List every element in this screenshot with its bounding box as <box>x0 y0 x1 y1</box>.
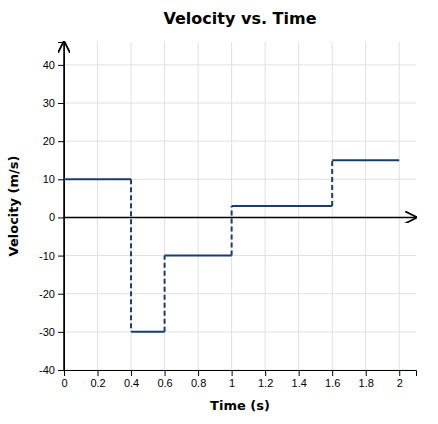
tick-mark <box>58 179 64 180</box>
axis-line <box>65 371 417 377</box>
tick-mark <box>265 370 266 376</box>
y-axis: -40 -30 -20 -10 0 10 20 30 40 <box>39 43 64 377</box>
tick-label: 1.2 <box>258 377 273 389</box>
tick-mark <box>366 370 367 376</box>
tick-label: 1.4 <box>292 377 307 389</box>
tick: 1 <box>229 370 235 389</box>
segment <box>131 331 165 333</box>
tick-mark <box>58 256 64 257</box>
tick: -30 <box>39 326 64 338</box>
tick: 0.4 <box>124 370 139 389</box>
x-axis: 0 0.2 0.4 0.6 0.8 1 1.2 1.4 1.6 1.8 2 <box>61 370 416 389</box>
x-axis-title: Time (s) <box>210 398 270 413</box>
tick-label: 0 <box>49 211 55 223</box>
tick-mark <box>165 370 166 376</box>
tick-mark <box>58 217 64 218</box>
grid-line-x <box>231 42 232 370</box>
tick: 10 <box>43 173 64 185</box>
grid-line-x <box>332 42 333 370</box>
title: Velocity vs. Time <box>164 9 317 28</box>
tick-label: 1.6 <box>325 377 340 389</box>
tick-label: 1.8 <box>359 377 374 389</box>
dashed-segment <box>130 179 132 332</box>
tick: -10 <box>39 250 64 262</box>
grid-line-y <box>64 293 416 294</box>
tick-mark <box>58 294 64 295</box>
tick-label: 1 <box>229 377 235 389</box>
tick: 0.8 <box>191 370 206 389</box>
tick-label: 40 <box>43 59 55 71</box>
tick-label: 30 <box>43 97 55 109</box>
tick: 1.8 <box>359 370 374 389</box>
dashed-segment <box>231 206 233 256</box>
chart: 0 0.2 0.4 0.6 0.8 1 1.2 1.4 1.6 1.8 2 -40 -30 -20 -10 0… <box>0 0 438 424</box>
y-axis-arrow <box>63 42 65 370</box>
tick-label: 0.2 <box>90 377 105 389</box>
tick-mark <box>58 103 64 104</box>
grid-line-y <box>64 103 416 104</box>
segment <box>232 205 333 207</box>
tick-mark <box>58 141 64 142</box>
tick-label: -40 <box>39 364 55 376</box>
tick-label: 0.4 <box>124 377 139 389</box>
tick: 1.6 <box>325 370 340 389</box>
grid-line-x <box>97 42 98 370</box>
tick-mark <box>299 370 300 376</box>
dashed-segment <box>331 160 333 206</box>
grid-line-y <box>64 179 416 180</box>
marks <box>64 160 399 332</box>
grid-line-y <box>64 255 416 256</box>
tick: -40 <box>39 364 64 376</box>
tick: 40 <box>43 59 64 71</box>
segment <box>165 255 232 257</box>
grid-line-y <box>64 141 416 142</box>
tick-mark <box>232 370 233 376</box>
tick: 1.4 <box>292 370 307 389</box>
tick-label: -30 <box>39 326 55 338</box>
tick-label: -20 <box>39 288 55 300</box>
tick: 0 <box>49 211 64 223</box>
grid-line-x <box>365 42 366 370</box>
tick: 2 <box>397 370 403 389</box>
grid <box>64 42 416 370</box>
tick-label: 2 <box>397 377 403 389</box>
tick-label: 10 <box>43 173 55 185</box>
grid-line-y <box>64 217 416 218</box>
grid-line-x <box>164 42 165 370</box>
tick: 1.2 <box>258 370 273 389</box>
tick-label: 0.6 <box>157 377 172 389</box>
tick: -20 <box>39 288 64 300</box>
segment <box>64 178 131 180</box>
tick-mark <box>332 370 333 376</box>
grid-line-y <box>64 64 416 65</box>
dashed-segment <box>164 256 166 332</box>
tick-mark <box>98 370 99 376</box>
axis-line <box>58 43 65 371</box>
tick-mark <box>131 370 132 376</box>
tick-mark <box>198 370 199 376</box>
tick-label: 0.8 <box>191 377 206 389</box>
grid-line-x <box>64 42 65 370</box>
tick-mark <box>399 370 400 376</box>
tick: 0.6 <box>157 370 172 389</box>
grid-line-x <box>399 42 400 370</box>
tick-label: 0 <box>61 377 67 389</box>
tick: 30 <box>43 97 64 109</box>
tick: 0 <box>61 370 67 389</box>
tick-mark <box>58 65 64 66</box>
grid-line-y <box>64 331 416 332</box>
tick: 20 <box>43 135 64 147</box>
grid-line-x <box>131 42 132 370</box>
axis-arrows <box>64 42 416 370</box>
tick-label: -10 <box>39 250 55 262</box>
tick-mark <box>58 370 64 371</box>
grid-line-x <box>198 42 199 370</box>
tick-mark <box>58 332 64 333</box>
zero-line-arrow <box>64 217 416 219</box>
tick: 0.2 <box>90 370 105 389</box>
y-axis-title: Velocity (m/s) <box>6 156 21 257</box>
segment <box>332 159 399 161</box>
tick-label: 20 <box>43 135 55 147</box>
